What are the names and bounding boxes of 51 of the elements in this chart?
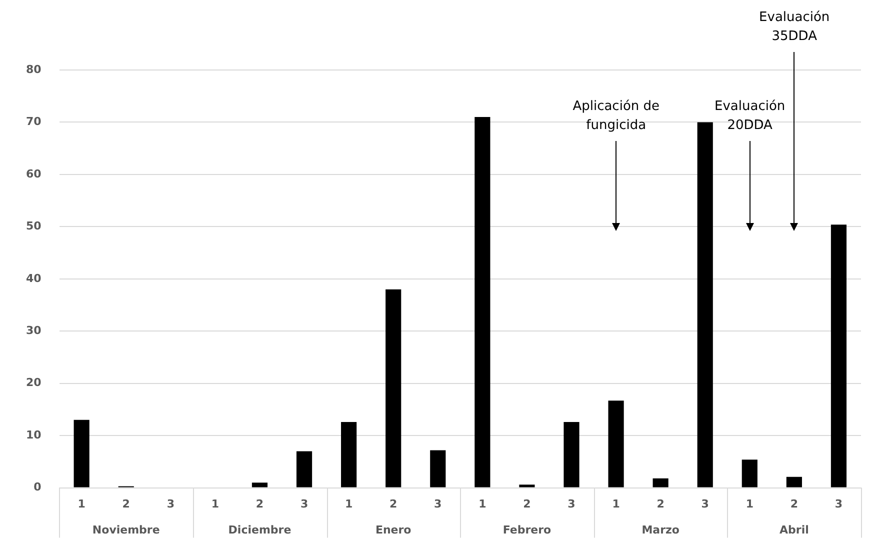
bar	[697, 122, 713, 488]
y-tick-label: 30	[26, 324, 42, 337]
x-tick-label: 1	[344, 497, 353, 510]
x-tick-label: 1	[478, 497, 486, 510]
y-tick-label: 60	[26, 167, 42, 180]
y-tick-label: 40	[26, 272, 42, 285]
x-tick-label: 1	[211, 497, 220, 510]
y-tick-label: 50	[26, 220, 42, 233]
bar	[564, 422, 580, 488]
bar	[474, 117, 490, 488]
bar	[608, 400, 624, 488]
x-tick-label: 2	[790, 497, 798, 510]
x-tick-label: 3	[166, 497, 174, 510]
bar	[341, 422, 357, 488]
annotation: Aplicación de fungicida	[572, 98, 660, 133]
bar	[386, 289, 402, 488]
text: Evaluación 35DDA	[759, 10, 830, 44]
x-tick-label: 3	[568, 497, 576, 510]
x-tick-label: 1	[746, 497, 754, 510]
bar	[830, 224, 847, 488]
text: Abril	[780, 524, 809, 537]
bar	[786, 476, 802, 488]
text: Enero	[375, 524, 412, 537]
text: Diciembre	[228, 524, 292, 537]
x-tick-label: 2	[256, 497, 264, 510]
x-tick-label: 2	[122, 497, 130, 510]
x-tick-label: 3	[434, 497, 442, 510]
x-tick-label: 2	[523, 497, 531, 510]
x-tick-label: 2	[656, 497, 664, 510]
bar	[519, 484, 535, 488]
x-tick-label: 3	[300, 497, 308, 510]
annotation: Evaluación 20DDA	[714, 98, 786, 133]
bar	[252, 482, 268, 488]
y-tick-label: 0	[34, 480, 42, 494]
text: Noviembre	[92, 524, 160, 537]
x-tick-label: 2	[390, 497, 398, 510]
bar	[296, 451, 312, 488]
bar	[742, 460, 758, 488]
y-tick-label: 80	[26, 62, 42, 76]
y-tick-label: 20	[26, 376, 42, 390]
bar	[652, 478, 668, 488]
bar	[74, 420, 90, 488]
text: Febrero	[502, 524, 552, 537]
y-tick-label: 70	[26, 115, 42, 128]
x-tick-label: 3	[834, 497, 843, 510]
bar	[430, 450, 446, 488]
x-tick-label: 1	[612, 497, 620, 510]
text: Marzo	[642, 524, 680, 537]
x-tick-label: 1	[78, 497, 86, 510]
y-tick-label: 10	[26, 428, 42, 442]
x-tick-label: 3	[701, 497, 709, 510]
